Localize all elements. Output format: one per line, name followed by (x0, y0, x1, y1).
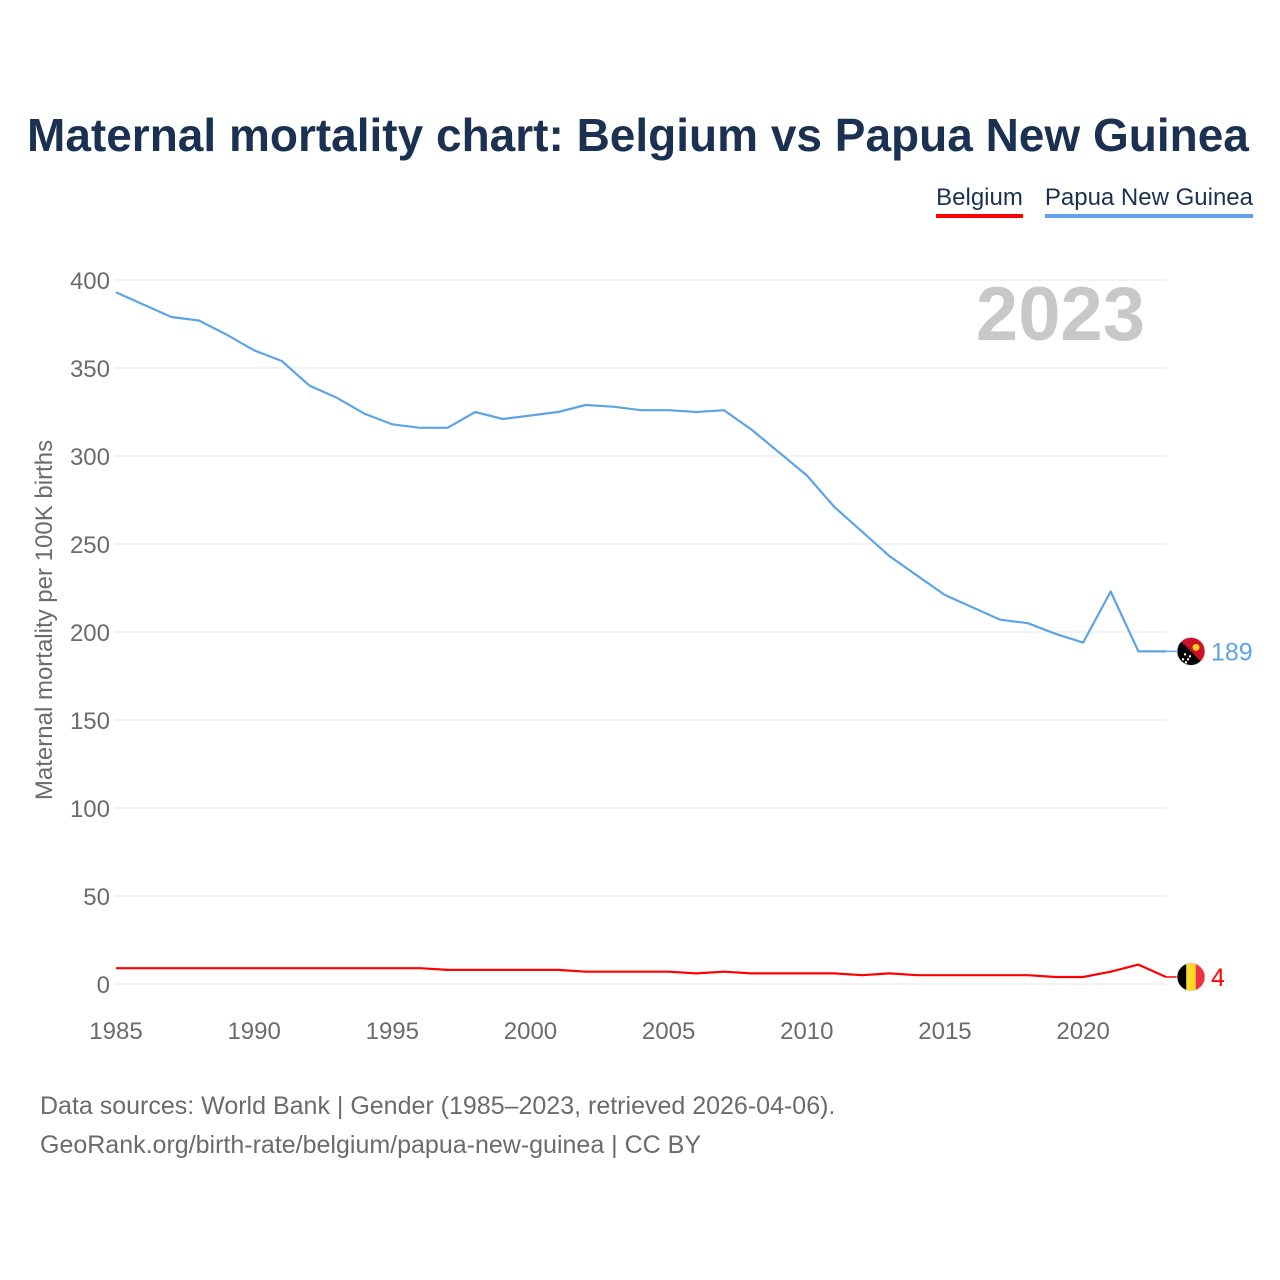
x-tick-2010: 2010 (780, 1018, 833, 1045)
x-tick-2020: 2020 (1056, 1018, 1109, 1045)
y-axis-label: Maternal mortality per 100K births (31, 440, 58, 800)
y-tick-100: 100 (70, 796, 110, 823)
y-tick-50: 50 (83, 884, 110, 911)
y-tick-400: 400 (70, 268, 110, 295)
x-tick-2015: 2015 (918, 1018, 971, 1045)
x-axis-ticks: 1985 1990 1995 2000 2005 2010 2015 2020 (89, 1018, 1109, 1045)
x-tick-1985: 1985 (89, 1018, 142, 1045)
end-value-papua-new-guinea: 189 (1211, 638, 1253, 666)
x-tick-2000: 2000 (504, 1018, 557, 1045)
source-line-2: GeoRank.org/birth-rate/belgium/papua-new… (40, 1131, 702, 1159)
legend: Belgium Papua New Guinea (936, 184, 1253, 218)
legend-item-papua-new-guinea[interactable]: Papua New Guinea (1044, 184, 1253, 218)
year-watermark: 2023 (976, 272, 1145, 357)
y-tick-250: 250 (70, 532, 110, 559)
end-value-belgium: 4 (1211, 964, 1225, 992)
grid-lines (116, 279, 1166, 985)
x-tick-2005: 2005 (642, 1018, 695, 1045)
series-line-belgium (116, 963, 1167, 979)
series-line-papua-new-guinea (115, 291, 1166, 653)
y-axis-ticks: 0 50 100 150 200 250 300 350 400 (70, 268, 110, 999)
x-tick-1995: 1995 (366, 1018, 419, 1045)
chart-title: Maternal mortality chart: Belgium vs Pap… (27, 109, 1249, 161)
y-tick-200: 200 (70, 620, 110, 647)
end-markers: 4 189 (1166, 636, 1253, 992)
y-tick-350: 350 (70, 356, 110, 383)
legend-item-belgium[interactable]: Belgium (936, 184, 1023, 218)
source-note: Data sources: World Bank | Gender (1985–… (40, 1087, 835, 1165)
y-tick-150: 150 (70, 708, 110, 735)
flag-belgium-icon (1176, 962, 1206, 992)
x-tick-1990: 1990 (227, 1018, 280, 1045)
y-tick-300: 300 (70, 444, 110, 471)
y-tick-0: 0 (97, 972, 110, 999)
source-line-1: Data sources: World Bank | Gender (1985–… (40, 1092, 836, 1120)
flag-papua-new-guinea-icon (1176, 636, 1206, 666)
series-lines (115, 291, 1167, 979)
